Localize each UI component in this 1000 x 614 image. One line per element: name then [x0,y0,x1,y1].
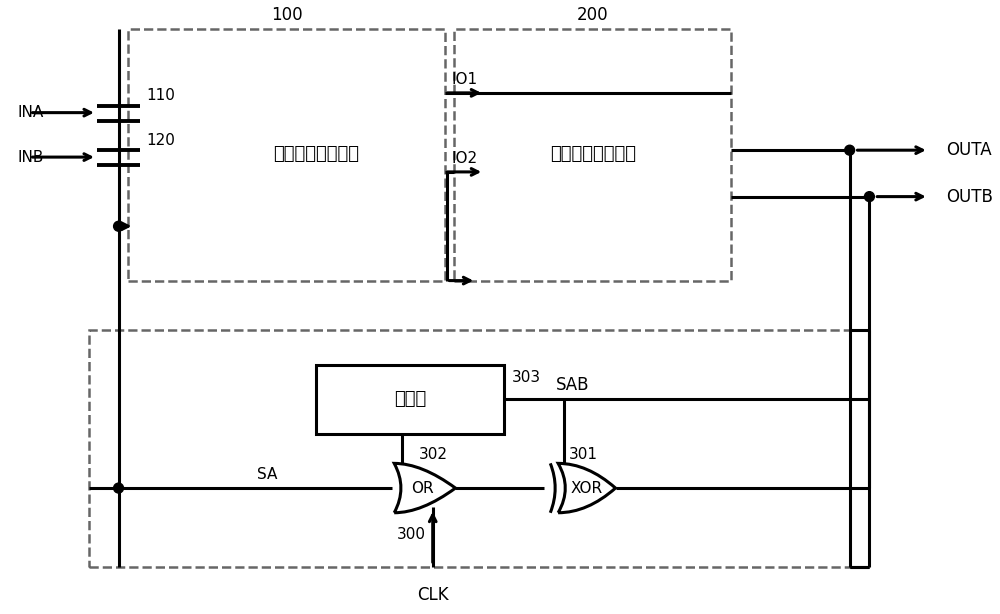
Bar [454,29,731,281]
Text: 302: 302 [419,447,448,462]
Text: 120: 120 [146,133,175,148]
Text: 303: 303 [512,370,541,385]
Text: 第一级灵敏放大器: 第一级灵敏放大器 [273,145,359,163]
Text: CLK: CLK [417,586,449,604]
PathPatch shape [394,464,455,513]
Bar [316,365,504,433]
Text: INA: INA [18,105,44,120]
Text: 301: 301 [569,447,598,462]
Text: 300: 300 [396,527,425,542]
Text: OUTB: OUTB [946,188,993,206]
Text: SA: SA [257,467,277,482]
Circle shape [114,221,123,231]
Text: 200: 200 [577,6,609,24]
Text: INB: INB [18,150,44,165]
Text: 110: 110 [146,88,175,103]
Text: IO2: IO2 [451,150,477,166]
Circle shape [845,146,855,155]
Text: OUTA: OUTA [946,141,992,159]
Text: 延时链: 延时链 [394,390,426,408]
Circle shape [864,192,874,201]
Text: 100: 100 [271,6,302,24]
Text: OR: OR [412,481,434,495]
Text: XOR: XOR [571,481,603,495]
Circle shape [114,483,123,493]
Text: 第二级灵敏放大器: 第二级灵敏放大器 [550,145,636,163]
Text: SAB: SAB [556,376,590,394]
Bar [89,330,869,567]
PathPatch shape [558,464,616,513]
Bar [128,29,445,281]
Text: IO1: IO1 [451,72,477,87]
